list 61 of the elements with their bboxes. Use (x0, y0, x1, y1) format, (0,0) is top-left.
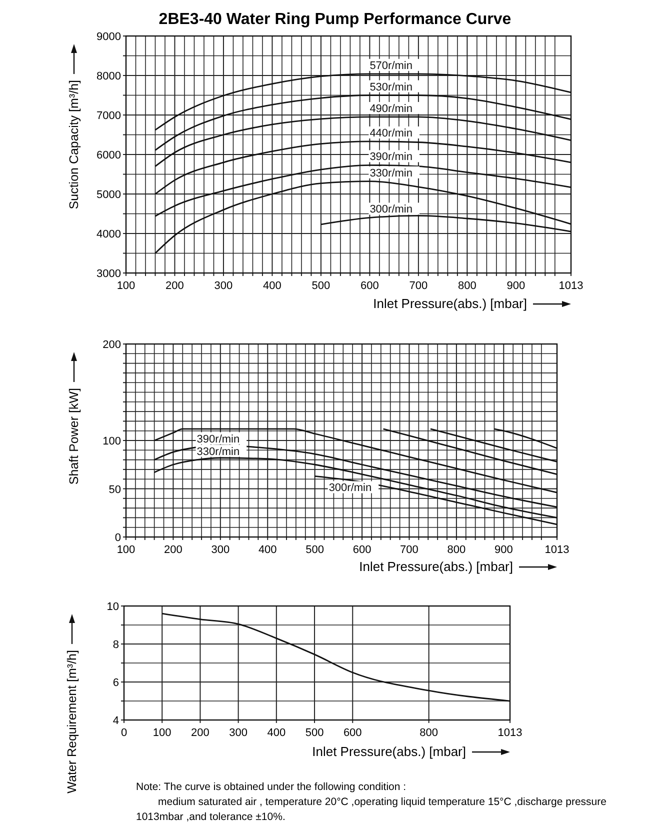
x-tick-label: 300 (214, 280, 233, 292)
text: Note: The curve is obtained under the following condition : (136, 781, 406, 793)
text: 1013mbar ,and tolerance ±10%. (136, 811, 286, 823)
x-tick-label: 400 (263, 280, 282, 292)
y-tick-label: 200 (102, 339, 121, 351)
x-tick-label: 600 (343, 727, 362, 739)
x-tick-label: 1013 (558, 280, 584, 292)
x-tick-label: 700 (409, 280, 428, 292)
series-label: 490r/min (370, 102, 412, 115)
series-label: 570r/min (370, 60, 412, 72)
x-tick-label: 600 (360, 280, 379, 292)
y-tick-label: 10 (106, 601, 119, 613)
y-tick-label: 4000 (96, 228, 121, 240)
series-label: 330r/min (370, 167, 412, 180)
y-tick-label: 5000 (96, 189, 121, 201)
y-axis-title: Water Requirement [m³/h] (65, 650, 79, 794)
x-tick-label: 900 (506, 280, 526, 292)
x-tick-label: 800 (420, 727, 438, 739)
x-axis-title: Inlet Pressure(abs.) [mbar] (312, 744, 466, 759)
x-tick-label: 400 (267, 727, 286, 739)
y-tick-label: 6000 (96, 150, 121, 162)
x-tick-label: 400 (258, 544, 277, 556)
series-label: 390r/min (370, 151, 412, 164)
y-tick-label: 100 (102, 436, 121, 448)
series-label: 300r/min (328, 482, 372, 494)
series-label: 440r/min (370, 127, 412, 140)
x-axis-title: Inlet Pressure(abs.) [mbar] (359, 559, 513, 574)
x-tick-label: 700 (400, 544, 418, 556)
x-tick-label: 300 (229, 727, 248, 739)
x-tick-label: 500 (306, 544, 324, 556)
chart-title: 2BE3-40 Water Ring Pump Performance Curve (158, 11, 512, 28)
x-tick-label: 200 (191, 727, 210, 739)
y-tick-label: 4 (112, 715, 119, 727)
x-tick-label: 200 (164, 544, 182, 556)
x-tick-label: 500 (312, 280, 330, 292)
x-tick-label: 600 (352, 544, 372, 556)
x-tick-label: 800 (458, 280, 476, 292)
y-tick-label: 7000 (96, 110, 121, 122)
x-tick-label: 300 (211, 544, 230, 556)
series-label: 300r/min (370, 204, 412, 216)
y-tick-label: 6 (112, 677, 119, 689)
y-tick-label: 0 (114, 532, 121, 544)
y-axis-title: Shaft Power [kW] (67, 388, 81, 485)
series-label: 390r/min (196, 433, 240, 446)
x-tick-label: 1013 (544, 544, 570, 556)
x-axis-title: Inlet Pressure(abs.) [mbar] (373, 296, 527, 311)
y-tick-label: 9000 (96, 31, 121, 43)
x-tick-label: 800 (447, 544, 466, 556)
x-tick-label: 1013 (498, 727, 522, 739)
x-tick-label: 100 (152, 727, 172, 739)
series-label: 530r/min (370, 81, 412, 94)
y-tick-label: 8000 (96, 70, 121, 82)
y-axis-title: Suction Capacity [m³/h] (67, 80, 81, 210)
y-tick-label: 3000 (96, 268, 121, 280)
x-tick-label: 900 (494, 544, 513, 556)
x-tick-label: 500 (305, 727, 324, 739)
x-tick-label: 200 (166, 280, 184, 292)
series-label: 330r/min (196, 446, 240, 458)
text: medium saturated air , temperature 20°C ,operating liquid temperature 15°C ,discharge pressure (158, 796, 607, 808)
y-tick-label: 8 (112, 639, 119, 651)
y-tick-label: 50 (108, 484, 121, 496)
